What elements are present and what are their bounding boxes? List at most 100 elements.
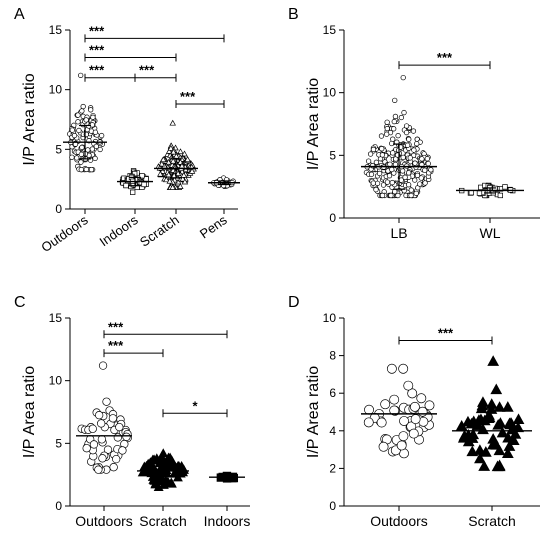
data-point [188,167,196,174]
data-point [165,171,172,178]
data-point [160,460,171,470]
panel-c-label: C [14,294,26,311]
data-point [502,184,508,190]
data-point [395,133,401,139]
data-point [457,432,470,443]
data-point [78,159,84,165]
data-point [97,419,106,428]
data-point [403,123,410,129]
data-point [79,108,85,114]
data-point [410,128,417,134]
data-point [504,418,516,430]
panel-2 [65,317,250,511]
y-tick-label: 10 [323,311,337,325]
data-point [150,478,161,488]
data-point [493,444,506,456]
data-point [83,117,89,123]
data-point [501,447,514,459]
data-point [181,150,188,157]
y-tick-label: 0 [55,202,62,216]
data-point [482,412,495,424]
data-point [98,361,108,370]
panel-a-label: A [14,6,25,23]
significance-label: * [192,398,198,413]
panel-d-label: D [288,294,300,311]
data-point [139,173,145,179]
data-point [177,148,184,155]
data-point [373,159,380,165]
data-point [369,163,376,169]
data-point [166,147,173,154]
data-point [407,388,418,399]
data-point [380,182,387,188]
data-point [173,152,180,159]
data-point [378,133,385,139]
data-point [406,170,412,176]
data-point [404,142,411,148]
x-category-label: LB [390,225,407,241]
data-point [424,156,430,162]
data-point [132,170,138,177]
data-point [398,177,404,183]
data-point [130,189,136,195]
data-point [392,97,398,104]
data-point [475,413,487,425]
data-point [497,192,503,199]
y-tick-label: 15 [49,311,63,325]
data-point [388,192,394,199]
data-point [181,178,189,185]
data-point [422,167,428,173]
data-point [90,114,96,120]
panel-1 [339,29,540,223]
data-point [184,155,191,162]
data-point [384,179,391,185]
data-point [108,414,118,423]
data-point [493,401,506,412]
y-tick-label: 2 [329,461,336,475]
x-category-label: Scratch [139,513,186,529]
x-category-label: WL [480,225,501,241]
data-point [69,154,75,160]
x-category-label: Scratch [137,212,182,250]
y-tick-label: 0 [55,499,62,513]
x-category-label: Outdoors [38,212,91,255]
x-category-label: Outdoors [370,513,428,529]
y-tick-label: 10 [323,86,337,100]
data-point [170,148,177,155]
data-point [416,393,427,404]
data-point [78,151,84,158]
x-category-label: Indoors [97,212,142,249]
data-point [367,151,374,157]
data-point [92,129,99,135]
data-point [398,431,409,442]
data-point [368,171,375,177]
panel-b-label: B [288,6,299,23]
data-point [402,174,408,181]
data-point [400,168,406,174]
data-point [412,177,418,183]
y-tick-label: 8 [329,349,336,363]
data-point [179,175,187,182]
significance-label: *** [108,338,124,353]
data-point [88,107,94,113]
data-point [169,157,177,164]
data-point [398,363,409,374]
data-point [389,394,400,405]
data-point [102,397,111,406]
data-point [113,433,122,442]
data-point [384,131,390,137]
data-point [97,435,107,444]
data-point [370,180,376,186]
data-point [364,404,375,415]
data-point [78,166,84,173]
data-point [174,170,182,176]
y-axis-label: I/P Area ratio [305,366,322,458]
significance-label: *** [89,63,105,78]
data-point [115,422,124,432]
data-point [465,417,478,429]
data-point [167,144,175,151]
data-point [69,127,75,133]
data-point [123,182,129,189]
data-point [501,401,514,412]
data-point [467,428,480,440]
